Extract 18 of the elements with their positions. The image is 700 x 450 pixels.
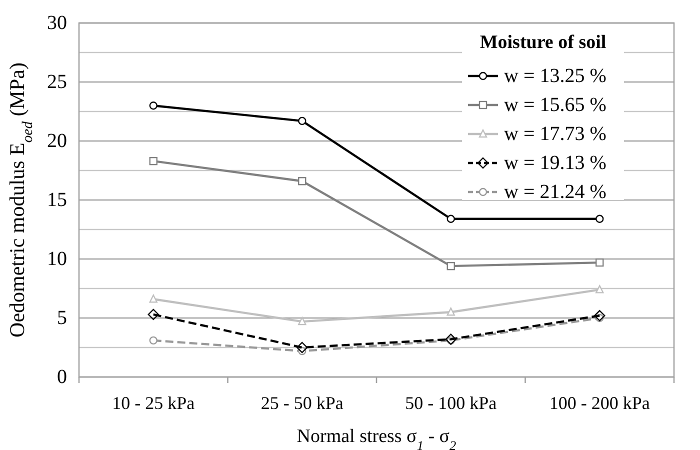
legend-label: w = 17.73 % <box>504 123 606 145</box>
legend-label: w = 19.13 % <box>504 152 606 174</box>
x-tick-label: 10 - 25 kPa <box>112 393 195 413</box>
y-tick-label: 5 <box>57 307 67 329</box>
legend-label: w = 15.65 % <box>504 94 606 116</box>
y-tick-label: 25 <box>47 71 67 93</box>
legend-title: Moisture of soil <box>480 32 606 53</box>
y-tick-label: 10 <box>47 248 67 270</box>
y-tick-label: 15 <box>47 189 67 211</box>
y-tick-label: 20 <box>47 130 67 152</box>
y-tick-label: 30 <box>47 12 67 34</box>
y-tick-label: 0 <box>57 366 67 388</box>
legend-label: w = 13.25 % <box>504 65 606 87</box>
x-tick-label: 25 - 50 kPa <box>260 393 344 413</box>
x-tick-label: 100 - 200 kPa <box>549 393 650 413</box>
legend-label: w = 21.24 % <box>504 181 606 203</box>
x-tick-label: 50 - 100 kPa <box>405 393 497 413</box>
x-axis-title: Normal stress σ$_{1}$ - σ$_{2}$ <box>296 426 457 450</box>
